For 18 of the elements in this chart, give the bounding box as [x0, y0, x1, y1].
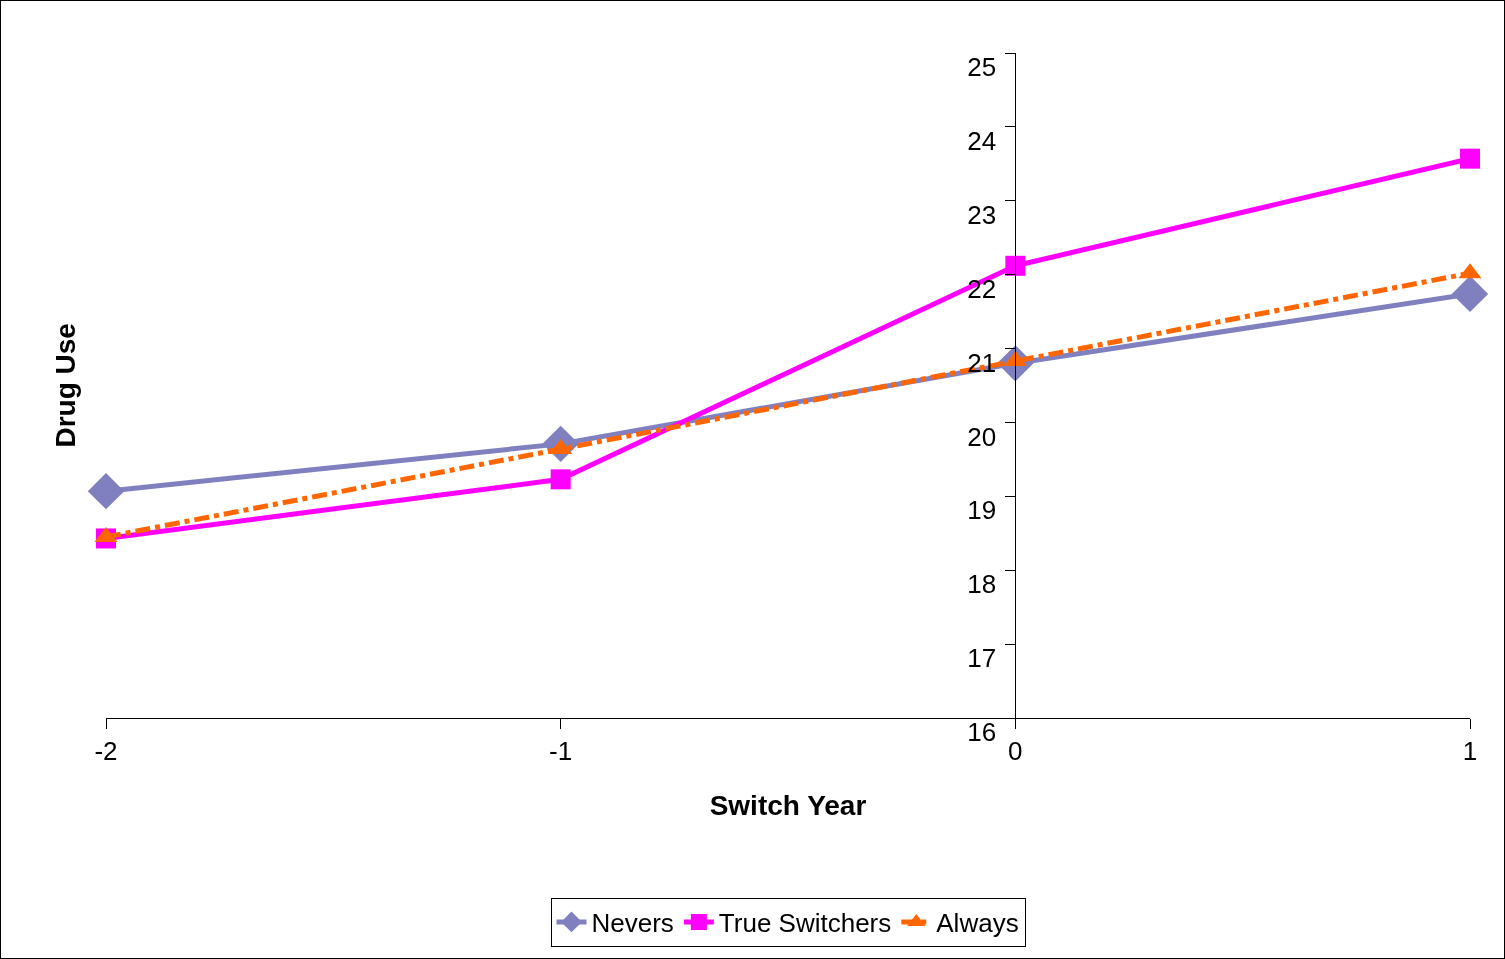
legend-label: True Switchers — [718, 908, 892, 939]
x-tick-label: 1 — [1462, 736, 1478, 767]
x-tick-label: -2 — [94, 736, 118, 767]
y-tick-label: 17 — [967, 643, 997, 674]
legend-label: Always — [936, 908, 1019, 939]
y-axis-title: Drug Use — [49, 323, 81, 448]
y-tick-label: 19 — [967, 495, 997, 526]
x-tick-label: -1 — [549, 736, 573, 767]
y-tick-label: 22 — [967, 273, 997, 304]
y-tick-label: 20 — [967, 421, 997, 452]
y-tick-label: 18 — [967, 569, 997, 600]
y-tick-label: 23 — [967, 199, 997, 230]
legend-label: Nevers — [591, 908, 674, 939]
y-tick-label: 24 — [967, 125, 997, 156]
x-tick-label: 0 — [1008, 736, 1023, 767]
x-axis-title: Switch Year — [709, 790, 867, 822]
y-tick-label: 25 — [967, 52, 997, 83]
y-tick-label: 16 — [967, 717, 997, 748]
